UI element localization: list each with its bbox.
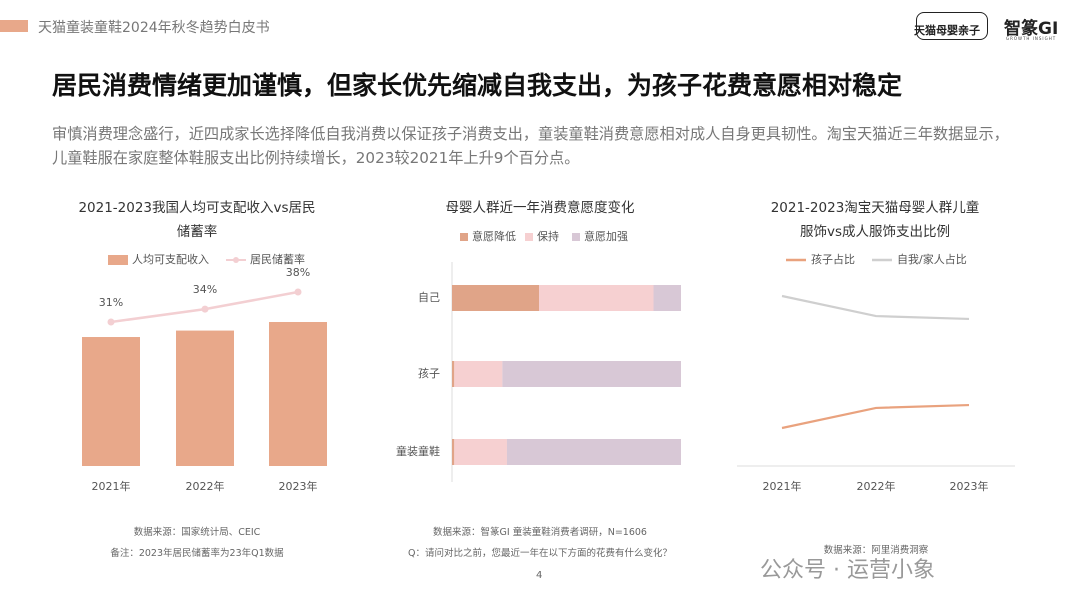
source: 数据来源：国家统计局、CEIC xyxy=(133,527,261,538)
point xyxy=(201,305,209,313)
legend-swatch xyxy=(108,255,128,265)
data-label: 31% xyxy=(99,296,123,309)
x-tick-label: 2021年 xyxy=(763,479,802,493)
bar-segment xyxy=(452,285,540,311)
x-tick-label: 2022年 xyxy=(857,479,896,493)
legend-label: 人均可支配收入 xyxy=(132,252,209,266)
bar-segment xyxy=(653,285,681,311)
legend-swatch xyxy=(572,233,580,241)
point xyxy=(107,318,115,326)
note: 备注：2023年居民储蓄率为23年Q1数据 xyxy=(110,548,284,559)
bar-segment xyxy=(502,361,681,387)
body-text: 审慎消费理念盛行，近四成家长选择降低自我消费以保证孩子消费支出，童装童鞋消费意愿… xyxy=(52,125,1009,167)
legend-label: 自我/家人占比 xyxy=(897,252,967,266)
logo-tmall: 天猫母婴亲子 xyxy=(914,24,980,37)
bar-segment xyxy=(452,361,455,387)
source: 数据来源：智篆GI 童装童鞋消费者调研，N=1606 xyxy=(433,527,647,538)
source: 数据来源：阿里消费洞察 xyxy=(823,545,929,556)
x-tick-label: 2022年 xyxy=(186,479,225,493)
line xyxy=(781,294,970,321)
legend-swatch xyxy=(525,233,533,241)
x-tick-label: 2023年 xyxy=(279,479,318,493)
x-tick-label: 2021年 xyxy=(92,479,131,493)
bar-segment xyxy=(454,439,507,465)
legend-label: 意愿降低 xyxy=(472,229,516,243)
data-label: 38% xyxy=(286,266,310,279)
logo-gi-sub: GROWTH INSIGHT xyxy=(1006,36,1057,41)
header-bar xyxy=(0,20,28,32)
header-title: 天猫童装童鞋2024年秋冬趋势白皮书 xyxy=(38,20,270,36)
note: Q：请问对比之前，您最近一年在以下方面的花费有什么变化？ xyxy=(408,548,672,559)
y-tick-label: 自己 xyxy=(418,291,440,304)
y-tick-label: 童装童鞋 xyxy=(396,444,440,458)
line xyxy=(781,403,970,430)
legend-label: 孩子占比 xyxy=(811,252,855,266)
bar-segment xyxy=(452,439,455,465)
x-tick-label: 2023年 xyxy=(950,479,989,493)
chart-title: 2021-2023我国人均可支配收入vs居民储蓄率 xyxy=(78,200,316,240)
point xyxy=(294,288,302,296)
watermark: 公众号 · 运营小象 xyxy=(760,558,935,583)
logo-frame xyxy=(916,12,988,40)
legend-swatch xyxy=(460,233,468,241)
legend-label: 保持 xyxy=(537,229,559,243)
headline: 居民消费情绪更加谨慎，但家长优先缩减自我支出，为孩子花费意愿相对稳定 xyxy=(52,71,903,100)
bar-segment xyxy=(506,439,681,465)
legend-label: 意愿加强 xyxy=(584,229,628,243)
chart-title: 2021-2023淘宝天猫母婴人群儿童服饰vs成人服饰支出比例 xyxy=(770,200,980,240)
page-number: 4 xyxy=(536,570,543,581)
bar-segment xyxy=(454,361,503,387)
data-label: 34% xyxy=(193,283,217,296)
legend-swatch xyxy=(233,257,239,263)
bar xyxy=(176,330,234,466)
bar-segment xyxy=(539,285,654,311)
chart-title: 母婴人群近一年消费意愿度变化 xyxy=(445,200,635,216)
legend-label: 居民储蓄率 xyxy=(250,252,305,266)
y-tick-label: 孩子 xyxy=(418,367,440,380)
logo-gi: 智篆GI xyxy=(1004,19,1059,39)
bar xyxy=(269,322,327,466)
bar xyxy=(82,337,140,466)
